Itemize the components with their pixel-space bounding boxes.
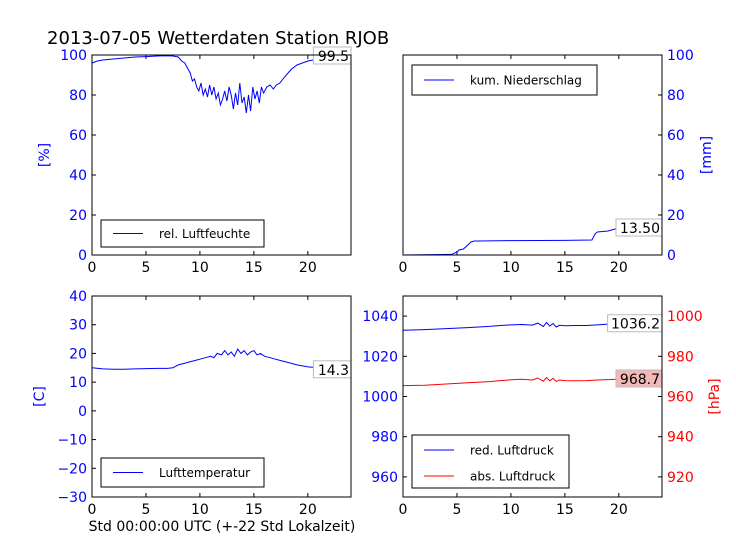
temperature-y-tick-label: −20: [57, 461, 87, 477]
humidity-legend-label: rel. Luftfeuchte: [159, 227, 250, 241]
temperature-legend-label: Lufttemperatur: [159, 466, 250, 480]
pressure-right-y-tick-label: 1000: [667, 309, 703, 325]
pressure-left-y-tick-label: 1000: [362, 390, 398, 406]
precipitation-legend-label: kum. Niederschlag: [470, 74, 582, 88]
pressure-x-tick-label: 20: [610, 502, 628, 518]
temperature-series-line: [91, 348, 352, 371]
pressure-right-y-tick-label: 960: [667, 390, 694, 406]
precipitation-frame: [402, 54, 663, 256]
pressure-x-tick-label: 0: [399, 502, 408, 518]
pressure-legend-label: abs. Luftdruck: [470, 470, 555, 484]
temperature-value-label: 14.3: [318, 363, 349, 379]
pressure-left-y-tick-label: 960: [371, 470, 398, 486]
humidity-x-tick-label: 0: [88, 260, 97, 276]
precipitation-series-line: [402, 227, 662, 256]
pressure-left-y-tick-label: 1020: [362, 349, 398, 365]
humidity-x-tick-label: 20: [299, 260, 317, 276]
humidity-y-tick-label: 0: [78, 248, 87, 264]
precipitation-y-tick-label: 40: [667, 168, 685, 184]
pressure-right-y-tick-label: 940: [667, 430, 694, 446]
temperature-y-tick-label: −30: [57, 490, 87, 506]
temperature-y-tick-label: 30: [69, 318, 87, 334]
humidity-y-tick-label: 40: [69, 168, 87, 184]
temperature-x-tick-label: 15: [245, 502, 263, 518]
pressure-y-axis-label: [hPa]: [707, 378, 723, 414]
humidity-x-tick-label: 15: [245, 260, 263, 276]
temperature-frame: [91, 295, 352, 498]
pressure-x-tick-label: 10: [502, 502, 520, 518]
pressure-legend-label: red. Luftdruck: [470, 444, 554, 458]
pressure-right-y-tick-label: 980: [667, 349, 694, 365]
temperature-x-tick-label: 5: [141, 502, 150, 518]
figure-title: 2013-07-05 Wetterdaten Station RJOB: [47, 28, 389, 49]
precipitation-x-tick-label: 0: [399, 260, 408, 276]
pressure-left-y-tick-label: 980: [371, 430, 398, 446]
temperature-y-axis-label: [C]: [32, 386, 48, 407]
humidity-value-label: 99.5: [318, 49, 349, 65]
humidity-x-tick-label: 10: [191, 260, 209, 276]
humidity-series-line: [91, 55, 351, 114]
precipitation-value-label: 13.50: [620, 221, 660, 237]
temperature-x-tick-label: 0: [88, 502, 97, 518]
humidity-y-tick-label: 60: [69, 128, 87, 144]
temperature-y-tick-label: 20: [69, 346, 87, 362]
humidity-x-tick-label: 5: [141, 260, 150, 276]
humidity-frame: [91, 54, 352, 256]
temperature-x-tick-label: 10: [191, 502, 209, 518]
precipitation-y-tick-label: 100: [667, 48, 694, 64]
pressure-left-y-tick-label: 1040: [362, 309, 398, 325]
humidity-y-tick-label: 80: [69, 88, 87, 104]
precipitation-x-tick-label: 20: [610, 260, 628, 276]
humidity-y-axis-label: [%]: [37, 143, 53, 167]
precipitation-x-tick-label: 5: [452, 260, 461, 276]
precipitation-y-tick-label: 60: [667, 128, 685, 144]
temperature-y-tick-label: 40: [69, 289, 87, 305]
temperature-y-tick-label: −10: [57, 433, 87, 449]
pressure-x-tick-label: 15: [556, 502, 574, 518]
precipitation-y-tick-label: 80: [667, 88, 685, 104]
precipitation-x-tick-label: 15: [556, 260, 574, 276]
humidity-y-tick-label: 100: [60, 48, 87, 64]
precipitation-y-tick-label: 0: [667, 248, 676, 264]
temperature-y-tick-label: 0: [78, 404, 87, 420]
pressure-abs-value-label: 968.7: [620, 372, 660, 388]
pressure-red-value-label: 1036.2: [611, 317, 660, 333]
temperature-x-axis-label: Std 00:00:00 UTC (+-22 Std Lokalzeit): [89, 519, 356, 535]
precipitation-y-axis-label: [mm]: [699, 136, 715, 174]
precipitation-y-tick-label: 20: [667, 208, 685, 224]
pressure-right-y-tick-label: 920: [667, 470, 694, 486]
temperature-y-tick-label: 10: [69, 375, 87, 391]
temperature-x-tick-label: 20: [299, 502, 317, 518]
precipitation-x-tick-label: 10: [502, 260, 520, 276]
pressure-x-tick-label: 5: [452, 502, 461, 518]
pressure-frame: [402, 295, 663, 498]
pressure-legend: [411, 434, 570, 489]
humidity-y-tick-label: 20: [69, 208, 87, 224]
